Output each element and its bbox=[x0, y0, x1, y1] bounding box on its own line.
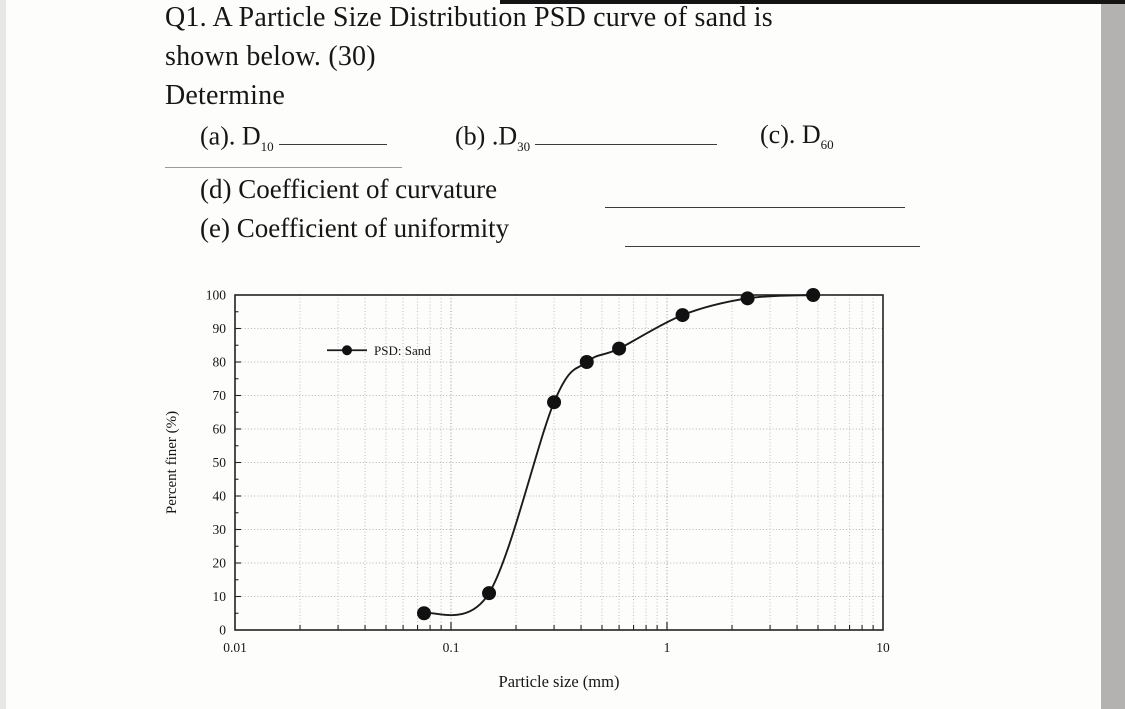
x-tick-label: 0.1 bbox=[443, 640, 460, 655]
question-line-1: Q1. A Particle Size Distribution PSD cur… bbox=[165, 2, 773, 33]
part-a-label: (a). D bbox=[200, 121, 261, 151]
answer-blank-e bbox=[625, 229, 920, 247]
part-a-subscript: 10 bbox=[260, 138, 274, 154]
chart-tick-labels: 0 10 20 30 40 50 60 70 80 90 100 0.01 0.1 1 10 bbox=[206, 288, 890, 656]
data-point-marker bbox=[740, 291, 755, 306]
data-point-marker bbox=[675, 308, 690, 323]
answer-blank-d bbox=[605, 190, 905, 208]
scan-edge-top bbox=[500, 0, 1125, 4]
data-point-marker bbox=[547, 395, 562, 410]
part-c-label: (c). D bbox=[760, 120, 821, 149]
y-axis-title: Percent finer (%) bbox=[164, 411, 180, 514]
part-a: (a). D10 bbox=[200, 120, 387, 155]
x-tick-label: 1 bbox=[664, 640, 671, 655]
answer-blank-a bbox=[278, 120, 387, 145]
y-tick-label: 50 bbox=[213, 455, 227, 470]
part-d-label: (d) Coefficient of curvature bbox=[200, 174, 498, 204]
y-tick-label: 30 bbox=[213, 522, 227, 537]
part-c: (c). D60 bbox=[760, 120, 834, 153]
legend-marker-icon bbox=[342, 345, 352, 356]
y-tick-label: 100 bbox=[206, 288, 227, 303]
part-b-label: (b) .D bbox=[455, 121, 518, 151]
data-point-marker bbox=[579, 355, 594, 369]
x-tick-label: 0.01 bbox=[223, 640, 247, 655]
part-c-subscript: 60 bbox=[820, 137, 834, 153]
y-tick-label: 40 bbox=[213, 489, 227, 504]
x-tick-label: 10 bbox=[876, 640, 890, 655]
y-tick-label: 60 bbox=[213, 422, 227, 437]
question-line-2: shown below. (30) bbox=[165, 41, 376, 72]
data-point-marker bbox=[482, 586, 497, 601]
data-point-marker bbox=[612, 341, 627, 356]
chart-axis-titles: Particle size (mm) Percent finer (%) bbox=[164, 411, 619, 691]
legend-label: PSD: Sand bbox=[374, 343, 431, 358]
chart-axes bbox=[234, 294, 884, 631]
scan-edge-right bbox=[1101, 0, 1125, 709]
chart-legend: PSD: Sand bbox=[327, 343, 431, 358]
part-b: (b) .D30 bbox=[455, 120, 718, 155]
y-tick-label: 80 bbox=[213, 355, 227, 370]
x-axis-title: Particle size (mm) bbox=[499, 672, 620, 691]
chart-grid bbox=[235, 295, 883, 630]
y-tick-label: 10 bbox=[213, 589, 227, 604]
y-tick-label: 70 bbox=[213, 388, 227, 403]
question-line-3: Determine bbox=[165, 80, 285, 111]
part-e-label: (e) Coefficient of uniformity bbox=[200, 213, 510, 243]
y-tick-label: 0 bbox=[219, 623, 226, 638]
series-psd-sand bbox=[417, 288, 821, 621]
data-point-marker bbox=[417, 606, 432, 621]
data-point-marker bbox=[806, 288, 821, 302]
y-tick-label: 20 bbox=[213, 556, 227, 571]
stray-scan-line bbox=[165, 167, 402, 168]
answer-blank-b bbox=[535, 120, 718, 145]
scan-edge-left bbox=[0, 0, 6, 709]
y-tick-label: 90 bbox=[213, 321, 227, 336]
part-b-subscript: 30 bbox=[517, 138, 531, 154]
